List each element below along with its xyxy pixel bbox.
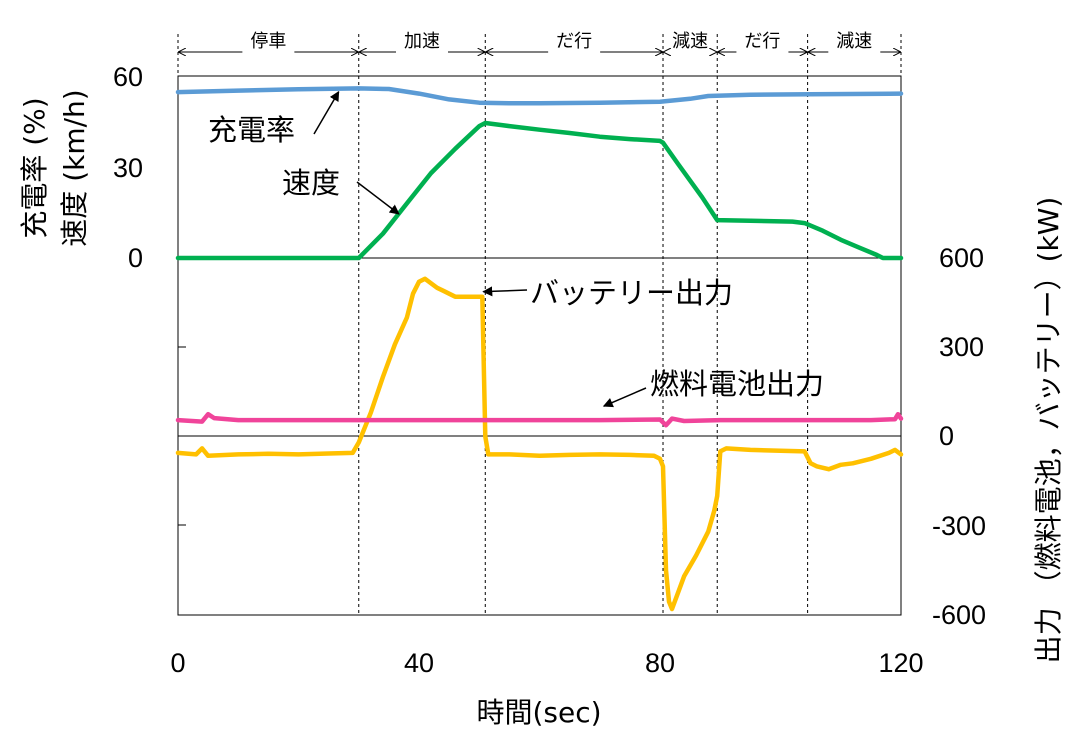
- right-y-tick-600: 600: [939, 243, 984, 273]
- x-tick-40: 40: [404, 648, 434, 678]
- x-tick-0: 0: [170, 648, 185, 678]
- annotation-arrow: [313, 90, 340, 135]
- annotation-fuel-cell-power: 燃料電池出力: [650, 367, 824, 401]
- annotation-arrow: [356, 181, 400, 215]
- series-line-soc: [175, 86, 904, 106]
- upper-y-tick-30: 30: [113, 153, 143, 183]
- series-line-battery-power: [175, 276, 904, 612]
- upper-y-axis-label-line1: 充電率 (%): [18, 97, 51, 238]
- right-y-tick-300: 300: [939, 332, 984, 362]
- annotation-arrow: [602, 387, 647, 408]
- phase-label: だ行: [744, 31, 780, 52]
- phase-label: 減速: [672, 31, 708, 52]
- annotation-arrow: [482, 286, 528, 297]
- upper-y-tick-0: 0: [128, 243, 143, 273]
- series-line-speed: [175, 120, 904, 261]
- annotation-speed: 速度: [282, 166, 340, 200]
- annotation-soc: 充電率: [208, 113, 295, 147]
- x-tick-120: 120: [878, 648, 923, 678]
- upper-y-tick-60: 60: [113, 62, 143, 92]
- right-y-tick-0: 0: [939, 421, 954, 451]
- phase-label: 停車: [250, 31, 286, 52]
- series-line-fuel-cell-power: [175, 411, 904, 428]
- phase-label: 加速: [404, 31, 440, 52]
- right-y-tick-minus300: -300: [932, 511, 986, 541]
- phase-label: だ行: [556, 31, 592, 52]
- series-lines: [175, 86, 904, 612]
- x-tick-80: 80: [645, 648, 675, 678]
- right-y-tick-minus600: -600: [932, 600, 986, 630]
- phase-markers: 停車 加速 だ行 減速 だ行 減速: [177, 31, 902, 615]
- annotation-battery-power: バッテリー出力: [530, 276, 733, 310]
- right-y-axis-label: 出力 （燃料電池，バッテリー）(kW): [1032, 197, 1065, 664]
- x-axis-label: 時間(sec): [476, 696, 601, 729]
- phase-label: 減速: [836, 31, 872, 52]
- upper-y-axis-label-line2: 速度 (km/h): [58, 89, 91, 246]
